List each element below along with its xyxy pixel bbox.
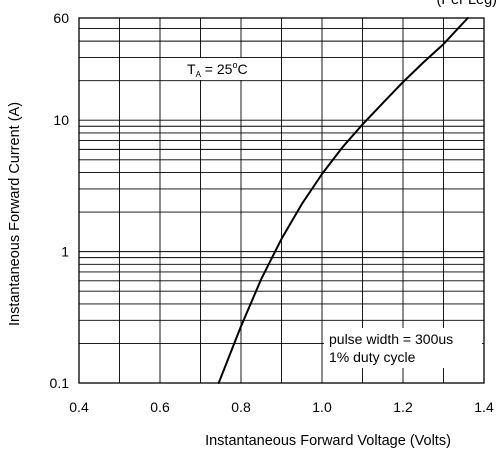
plot-border <box>78 17 485 384</box>
pulse-width-note: pulse width = 300us <box>329 331 453 347</box>
chart-grid <box>79 18 484 383</box>
pulse-note-background <box>324 328 482 368</box>
x-tick-label: 1.2 <box>393 399 413 415</box>
y-tick-label: 0.1 <box>50 375 70 391</box>
duty-cycle-note: 1% duty cycle <box>329 349 416 365</box>
x-axis-title: Instantaneous Forward Voltage (Volts) <box>205 433 451 449</box>
temperature-label-background <box>180 58 262 80</box>
x-tick-label: 0.4 <box>69 399 89 415</box>
top-annotation-label: (Per Leg) <box>437 0 497 8</box>
temperature-label: TA = 25oC <box>187 60 248 79</box>
x-tick-label: 0.6 <box>150 399 170 415</box>
y-tick-label: 10 <box>53 112 69 128</box>
x-tick-label: 0.8 <box>231 399 251 415</box>
y-axis-title: Instantaneous Forward Current (A) <box>7 102 23 326</box>
forward-current-curve <box>217 17 469 384</box>
x-tick-label: 1.4 <box>474 399 494 415</box>
y-tick-label: 1 <box>61 244 69 260</box>
x-tick-label: 1.0 <box>312 399 332 415</box>
y-tick-label: 60 <box>53 10 69 26</box>
